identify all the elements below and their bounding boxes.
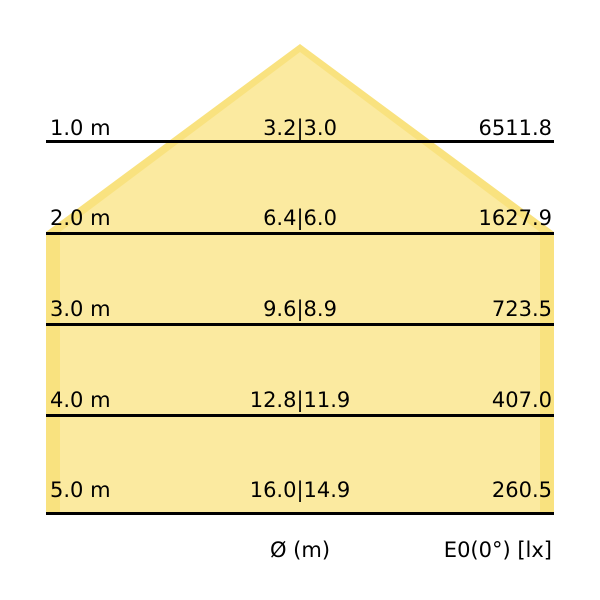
- row-diameter-2: 6.4|6.0: [263, 206, 337, 230]
- row-illuminance-5: 260.5: [491, 478, 552, 502]
- inner-cone-shape: [60, 52, 540, 512]
- row-diameter-5: 16.0|14.9: [249, 478, 351, 502]
- row-line-5: [46, 512, 554, 515]
- illuminance-axis-caption: E0(0°) [lx]: [443, 538, 552, 562]
- row-diameter-1: 3.2|3.0: [263, 116, 337, 140]
- row-illuminance-4: 407.0: [491, 388, 552, 412]
- row-diameter-3: 9.6|8.9: [263, 297, 337, 321]
- row-line-4: [46, 414, 554, 417]
- row-diameter-4: 12.8|11.9: [249, 388, 351, 412]
- row-line-3: [46, 323, 554, 326]
- row-distance-2: 2.0 m: [50, 206, 111, 230]
- row-illuminance-2: 1627.9: [478, 206, 552, 230]
- row-illuminance-1: 6511.8: [478, 116, 552, 140]
- diameter-axis-caption: Ø (m): [269, 538, 331, 562]
- row-distance-3: 3.0 m: [50, 297, 111, 321]
- row-distance-4: 4.0 m: [50, 388, 111, 412]
- row-illuminance-3: 723.5: [491, 297, 552, 321]
- row-distance-5: 5.0 m: [50, 478, 111, 502]
- row-line-2: [46, 232, 554, 235]
- row-distance-1: 1.0 m: [50, 116, 111, 140]
- row-line-1: [46, 140, 554, 143]
